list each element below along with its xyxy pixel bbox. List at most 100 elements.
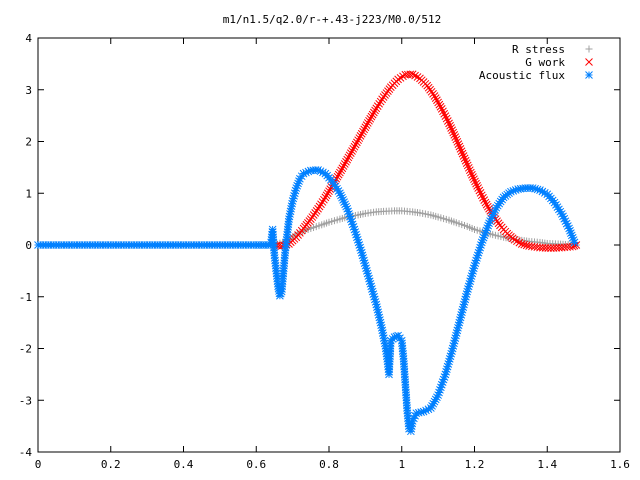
- g-work-point: [359, 127, 367, 136]
- g-work-point: [372, 104, 381, 113]
- x-tick-label: 0.4: [174, 458, 194, 471]
- g-work-point: [375, 99, 384, 108]
- g-work-point: [520, 240, 529, 249]
- g-work-series: [270, 70, 581, 252]
- g-work-point: [475, 186, 484, 195]
- g-work-point: [470, 175, 478, 184]
- x-tick-label: 0: [35, 458, 42, 471]
- legend-marker: [585, 58, 593, 66]
- y-tick-label: 1: [25, 187, 32, 200]
- acoustic-flux-series: [34, 166, 579, 436]
- g-work-point: [446, 121, 454, 130]
- g-work-point: [456, 145, 465, 153]
- g-work-point: [365, 116, 373, 125]
- g-work-point: [481, 198, 490, 207]
- y-tick-label: 2: [25, 136, 32, 149]
- g-work-point: [515, 238, 524, 247]
- g-work-point: [362, 121, 371, 129]
- g-work-point: [482, 200, 491, 209]
- x-tick-label: 1.4: [537, 458, 557, 471]
- g-work-point: [370, 108, 378, 117]
- g-work-point: [356, 132, 365, 140]
- g-work-point: [321, 193, 330, 202]
- g-work-point: [464, 163, 473, 172]
- g-work-point: [413, 73, 422, 81]
- g-work-point: [343, 155, 352, 164]
- g-work-point: [349, 144, 358, 153]
- g-work-point: [454, 140, 463, 149]
- g-work-point: [355, 134, 364, 142]
- g-work-point: [450, 130, 459, 139]
- g-work-point: [460, 154, 469, 163]
- g-work-point: [458, 149, 467, 158]
- g-work-point: [337, 166, 345, 175]
- g-work-point: [371, 106, 379, 115]
- g-work-point: [445, 119, 453, 128]
- g-work-point: [467, 168, 475, 177]
- x-tick-label: 1.6: [610, 458, 630, 471]
- g-work-point: [439, 107, 447, 116]
- g-work-point: [408, 70, 417, 79]
- g-work-point: [471, 177, 479, 186]
- g-work-point: [348, 147, 356, 155]
- g-work-point: [350, 142, 359, 151]
- g-work-point: [463, 161, 472, 170]
- g-work-point: [318, 198, 327, 206]
- g-work-point: [336, 168, 344, 177]
- g-work-point: [480, 196, 489, 205]
- g-work-point: [367, 112, 376, 121]
- x-tick-label: 0.8: [319, 458, 339, 471]
- g-work-point: [433, 96, 441, 105]
- acoustic-flux-point: [570, 238, 579, 247]
- g-work-point: [430, 92, 439, 100]
- g-work-point: [459, 152, 468, 160]
- g-work-point: [462, 159, 471, 167]
- g-work-point: [431, 94, 440, 102]
- g-work-point: [354, 136, 362, 145]
- acoustic-flux-point: [553, 203, 562, 211]
- acoustic-flux-point: [556, 207, 565, 216]
- legend-marker: [585, 71, 593, 79]
- legend-label: G work: [525, 56, 565, 69]
- x-tick-label: 0.2: [101, 458, 121, 471]
- g-work-point: [513, 237, 521, 246]
- g-work-point: [345, 151, 354, 160]
- g-work-point: [378, 95, 386, 104]
- g-work-point: [517, 240, 526, 248]
- g-work-point: [435, 100, 444, 109]
- g-work-point: [544, 244, 553, 252]
- g-work-point: [366, 114, 375, 123]
- legend-label: Acoustic flux: [479, 69, 565, 82]
- g-work-point: [472, 179, 480, 188]
- y-tick-label: 4: [25, 32, 32, 45]
- g-work-point: [441, 112, 450, 120]
- g-work-point: [315, 202, 324, 211]
- g-work-point: [453, 137, 462, 146]
- g-work-point: [334, 170, 343, 179]
- g-work-point: [320, 195, 328, 204]
- g-work-point: [437, 105, 446, 113]
- g-work-point: [338, 164, 347, 173]
- y-tick-label: -1: [19, 291, 32, 304]
- g-work-point: [461, 156, 470, 165]
- y-tick-label: 0: [25, 239, 32, 252]
- g-work-point: [442, 114, 451, 123]
- g-work-point: [363, 119, 372, 127]
- g-work-point: [473, 182, 481, 190]
- g-work-point: [469, 173, 477, 181]
- g-work-point: [344, 153, 353, 162]
- g-work-point: [411, 71, 419, 80]
- g-work-point: [317, 200, 325, 209]
- g-work-point: [477, 191, 486, 200]
- x-tick-label: 0.6: [246, 458, 266, 471]
- y-tick-label: 3: [25, 84, 32, 97]
- axis-ticks: 0 0.2 0.4 0.6 0.8 1 1.2 1.4 1.6 4 3 2 1 0 -1 -2 -3 -4: [19, 32, 630, 471]
- y-tick-label: -2: [19, 343, 32, 356]
- g-work-point: [483, 202, 492, 211]
- g-work-point: [357, 129, 366, 138]
- g-work-point: [436, 102, 445, 111]
- g-work-point: [452, 135, 461, 144]
- y-tick-label: -3: [19, 394, 32, 407]
